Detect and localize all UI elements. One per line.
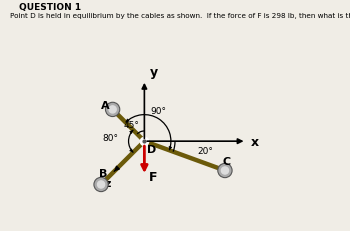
- Text: y: y: [149, 66, 158, 79]
- Circle shape: [94, 178, 108, 192]
- Text: z: z: [105, 178, 111, 188]
- Text: 80°: 80°: [103, 134, 119, 143]
- Text: x: x: [251, 135, 259, 148]
- Text: B: B: [99, 169, 107, 179]
- Circle shape: [98, 181, 105, 188]
- Text: 20°: 20°: [198, 147, 214, 156]
- Text: C: C: [223, 157, 231, 167]
- Circle shape: [109, 106, 116, 113]
- Text: Point D is held in equilibrium by the cables as shown.  If the force of F is 298: Point D is held in equilibrium by the ca…: [10, 13, 350, 19]
- Text: F: F: [148, 170, 157, 183]
- Text: QUESTION 1: QUESTION 1: [19, 3, 81, 12]
- Text: A: A: [102, 101, 110, 111]
- Text: 90°: 90°: [150, 106, 167, 115]
- Circle shape: [105, 103, 120, 117]
- Text: 45°: 45°: [124, 120, 140, 129]
- Text: D: D: [147, 145, 156, 155]
- Circle shape: [218, 164, 232, 178]
- Circle shape: [222, 167, 229, 174]
